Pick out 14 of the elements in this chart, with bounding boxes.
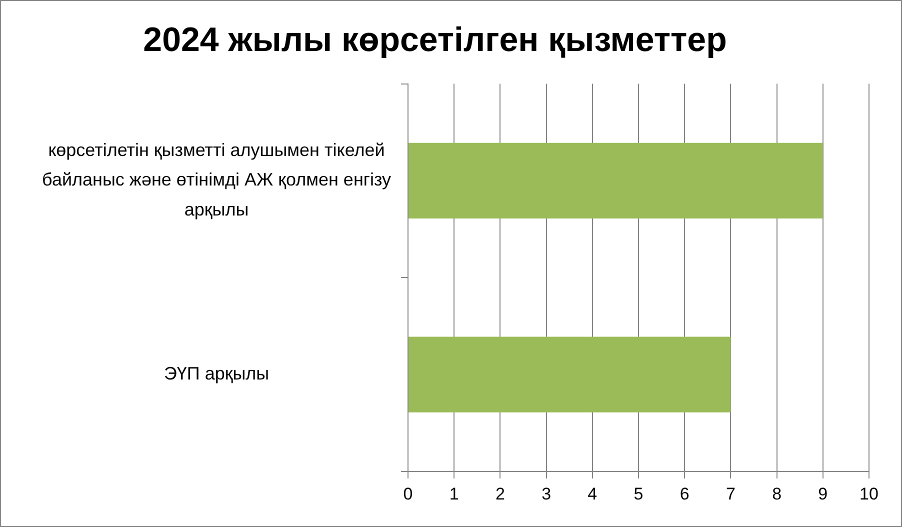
x-tick-label: 0 [403,484,413,504]
x-tick-label: 1 [449,484,459,504]
x-tick-label: 10 [860,484,878,504]
x-tick-label: 2 [495,484,505,504]
y-tick-label: ЭҮП арқылы [164,364,270,384]
x-tick-label: 4 [588,484,598,504]
y-tick-label: көрсетілетін қызметті алушымен тікелей байланыс және өтінімді АЖ қолмен енгізу арқылы [42,140,392,220]
x-tick-label: 3 [542,484,552,504]
x-tick-label: 6 [680,484,690,504]
x-tick-label: 5 [634,484,644,504]
x-tick-label: 7 [726,484,736,504]
x-tick-label: 9 [818,484,828,504]
chart-title: 2024 жылы көрсетілген қызметтер [143,20,727,59]
x-tick-label: 8 [772,484,782,504]
